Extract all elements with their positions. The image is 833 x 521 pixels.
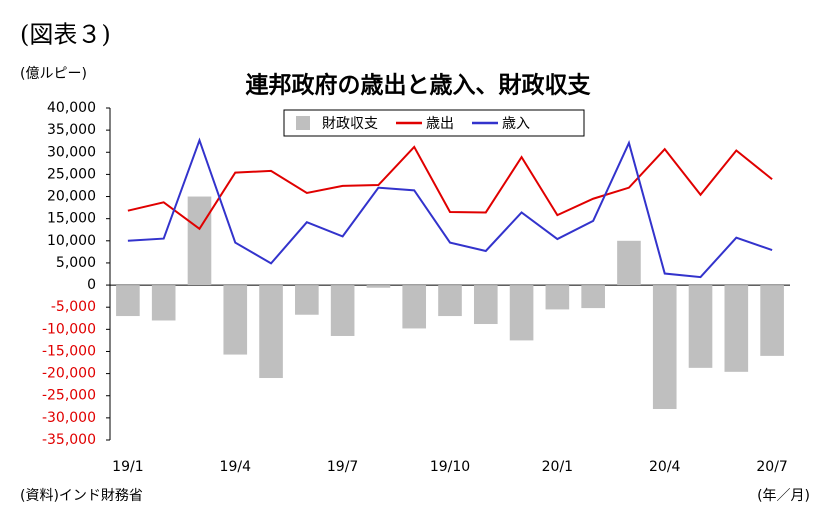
bar: [688, 285, 713, 368]
y-tick-label: -10,000: [42, 321, 96, 337]
y-tick-label: 30,000: [47, 144, 96, 160]
x-tick-label: 20/1: [542, 459, 573, 475]
bar: [259, 285, 283, 379]
bar: [724, 285, 749, 372]
bar: [438, 285, 462, 317]
bar: [116, 285, 140, 317]
bar: [187, 196, 212, 286]
legend-box: [283, 109, 585, 137]
y-tick-label: 5,000: [56, 255, 96, 271]
y-tick-label: 20,000: [47, 189, 96, 205]
bar: [223, 285, 248, 355]
y-tick-label: 0: [87, 277, 96, 293]
bar: [581, 285, 605, 309]
bar: [509, 285, 534, 341]
bar: [330, 285, 355, 336]
bar: [545, 285, 570, 310]
bar: [473, 285, 498, 325]
y-tick-label: -20,000: [42, 366, 96, 382]
x-tick-label: 19/10: [430, 459, 470, 475]
bar: [617, 240, 641, 286]
y-tick-label: -5,000: [51, 299, 96, 315]
x-axis-label: (年／月): [757, 488, 810, 504]
y-tick-label: 40,000: [47, 100, 96, 116]
line: [127, 137, 773, 279]
line: [127, 145, 773, 231]
x-tick-label: 20/4: [649, 459, 681, 475]
y-axis-label: (億ルピー): [20, 66, 87, 82]
bar: [402, 285, 427, 329]
y-tick-label: -15,000: [42, 343, 96, 359]
y-tick-label: 10,000: [47, 233, 96, 249]
chart-title: 連邦政府の歳出と歳入、財政収支: [246, 72, 592, 99]
legend-label: 財政収支: [322, 116, 378, 132]
y-tick-label: 35,000: [47, 122, 96, 138]
source: (資料)インド財務省: [20, 488, 143, 504]
legend-label: 歳入: [502, 116, 530, 132]
y-tick-label: -35,000: [42, 432, 96, 448]
x-tick-label: 19/7: [327, 459, 358, 475]
x-tick-label: 19/4: [220, 459, 252, 475]
bar: [295, 285, 319, 315]
bar: [151, 285, 176, 321]
y-tick-label: 25,000: [47, 166, 96, 182]
y-tick-label: 15,000: [47, 211, 96, 227]
legend-label: 歳出: [426, 116, 454, 132]
bar: [652, 285, 677, 410]
x-tick-label: 20/7: [756, 459, 787, 475]
figure-label: (図表３): [20, 21, 111, 49]
y-tick-label: -25,000: [42, 388, 96, 404]
bar: [760, 285, 784, 356]
x-tick-label: 19/1: [112, 459, 143, 475]
bar: [366, 285, 391, 288]
legend-swatch: [296, 116, 310, 130]
y-tick-label: -30,000: [42, 410, 96, 426]
